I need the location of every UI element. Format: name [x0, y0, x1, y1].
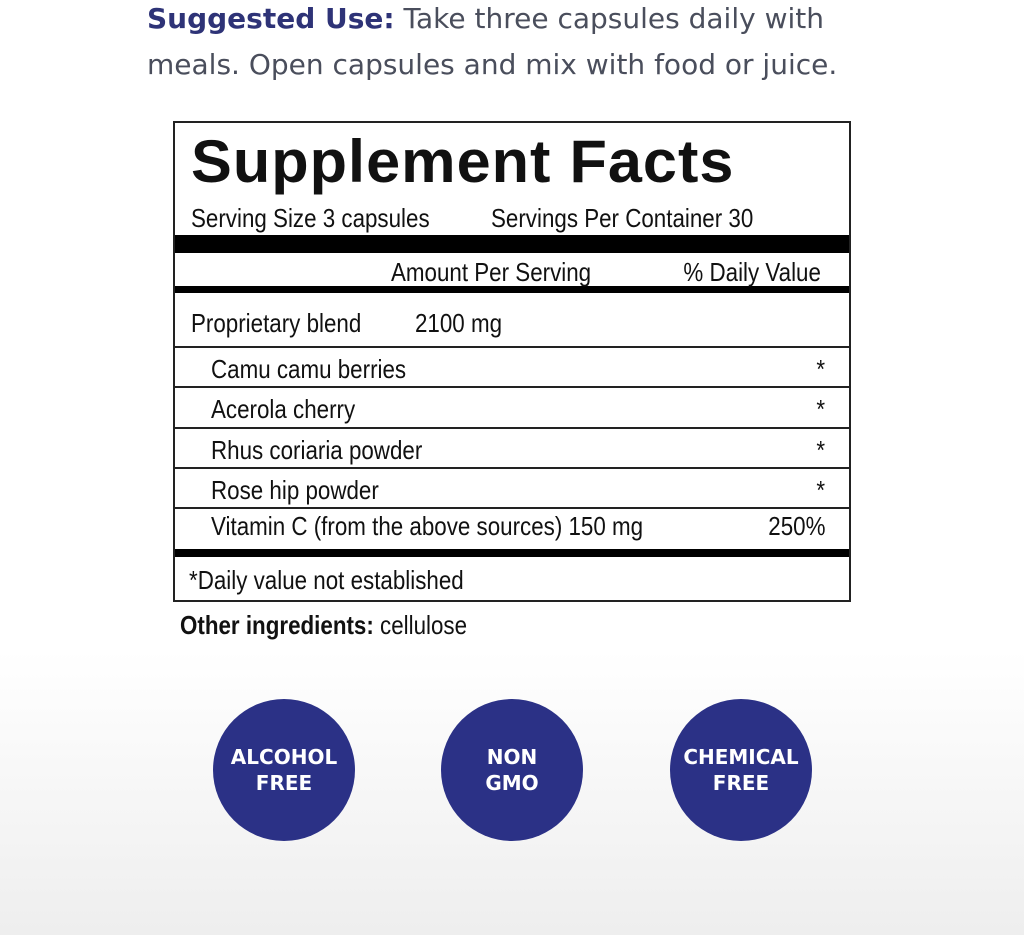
serving-size: Serving Size 3 capsules: [191, 203, 468, 234]
header-row: Amount Per Serving % Daily Value: [175, 253, 849, 293]
servings-per-container: Servings Per Container 30: [491, 203, 796, 234]
blend-row: Proprietary blend 2100 mg: [175, 300, 849, 348]
ingredient-row: Camu camu berries *: [175, 348, 849, 388]
ingredient-dv: 250%: [767, 511, 825, 541]
amount-header: Amount Per Serving: [391, 257, 592, 287]
supplement-facts-label: Supplement Facts Serving Size 3 capsules…: [173, 121, 851, 602]
badge-line2: FREE: [255, 771, 313, 795]
suggested-use-text: Take three capsules daily with meals. Op…: [147, 2, 838, 81]
blend-name: Proprietary blend: [191, 308, 362, 338]
ingredient-dv: *: [816, 435, 825, 465]
footnote: *Daily value not established: [189, 565, 464, 595]
non-gmo-badge: NON GMO: [441, 699, 583, 841]
badge-line2: GMO: [485, 771, 539, 795]
servings-per-container-text: Servings Per Container 30: [491, 203, 754, 233]
ingredient-dv: *: [816, 475, 825, 505]
ingredient-row: Rose hip powder *: [175, 469, 849, 509]
other-ingredients-value: cellulose: [373, 610, 468, 640]
ingredient-name: Vitamin C (from the above sources) 150 m…: [211, 511, 644, 541]
other-ingredients-label: Other ingredients:: [180, 610, 374, 640]
ingredient-dv: *: [816, 394, 825, 424]
footnote-row: *Daily value not established: [175, 557, 849, 602]
dv-header: % Daily Value: [683, 257, 821, 287]
other-ingredients: Other ingredients: cellulose: [180, 610, 514, 641]
facts-title-text: Supplement Facts: [191, 128, 735, 195]
ingredient-name: Rhus coriaria powder: [211, 435, 423, 465]
alcohol-free-badge: ALCOHOL FREE: [213, 699, 355, 841]
badge-line1: NON: [486, 745, 538, 769]
ingredient-name: Acerola cherry: [211, 394, 356, 424]
ingredient-row: Rhus coriaria powder *: [175, 429, 849, 469]
facts-title: Supplement Facts: [191, 127, 733, 196]
badge-line1: CHEMICAL: [683, 745, 799, 769]
ingredient-name: Camu camu berries: [211, 354, 407, 384]
ingredient-row: Acerola cherry *: [175, 388, 849, 429]
ingredient-name: Rose hip powder: [211, 475, 379, 505]
suggested-use-label: Suggested Use:: [147, 2, 395, 35]
chemical-free-badge: CHEMICAL FREE: [670, 699, 812, 841]
badge-line1: ALCOHOL: [230, 745, 338, 769]
suggested-use: Suggested Use: Take three capsules daily…: [147, 0, 907, 88]
blend-amount: 2100 mg: [415, 308, 503, 338]
ingredient-dv: *: [816, 354, 825, 384]
serving-size-text: Serving Size 3 capsules: [191, 203, 430, 233]
vitamin-c-row: Vitamin C (from the above sources) 150 m…: [175, 509, 849, 557]
badge-line2: FREE: [712, 771, 770, 795]
thick-divider: [175, 235, 849, 253]
